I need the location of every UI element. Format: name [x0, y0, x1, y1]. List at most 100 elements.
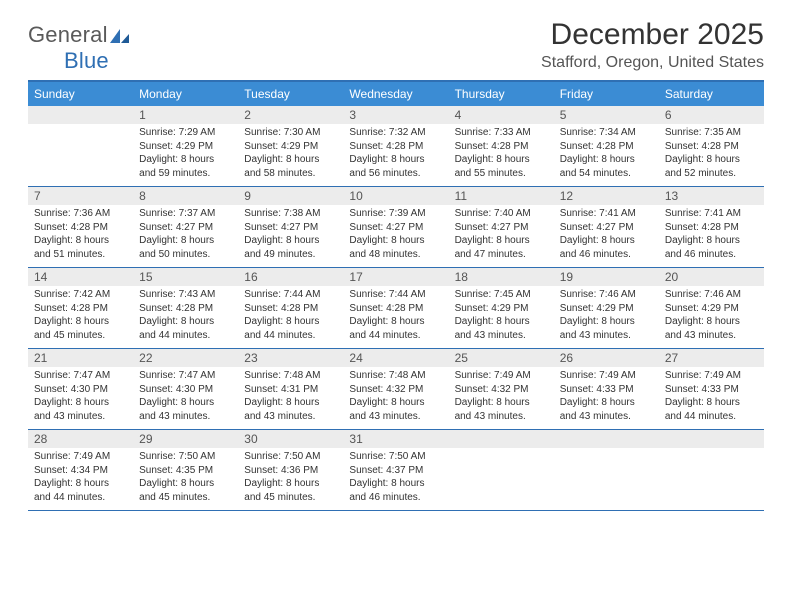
daylight-text: Daylight: 8 hours and 49 minutes.: [244, 234, 337, 261]
weekday-header: Saturday: [659, 82, 764, 106]
day-number: 29: [133, 430, 238, 448]
sunrise-text: Sunrise: 7:38 AM: [244, 207, 337, 221]
sunset-text: Sunset: 4:27 PM: [244, 221, 337, 235]
day-info: Sunrise: 7:42 AMSunset: 4:28 PMDaylight:…: [28, 286, 133, 348]
sunrise-text: Sunrise: 7:46 AM: [665, 288, 758, 302]
day-cell: [449, 430, 554, 510]
sunset-text: Sunset: 4:29 PM: [455, 302, 548, 316]
day-cell: 4Sunrise: 7:33 AMSunset: 4:28 PMDaylight…: [449, 106, 554, 186]
sunset-text: Sunset: 4:35 PM: [139, 464, 232, 478]
day-number-empty: [554, 430, 659, 448]
sunrise-text: Sunrise: 7:32 AM: [349, 126, 442, 140]
day-cell: 12Sunrise: 7:41 AMSunset: 4:27 PMDayligh…: [554, 187, 659, 267]
logo-part1: General: [28, 22, 108, 47]
daylight-text: Daylight: 8 hours and 44 minutes.: [139, 315, 232, 342]
day-info: Sunrise: 7:32 AMSunset: 4:28 PMDaylight:…: [343, 124, 448, 186]
sunrise-text: Sunrise: 7:47 AM: [34, 369, 127, 383]
week-row: 14Sunrise: 7:42 AMSunset: 4:28 PMDayligh…: [28, 268, 764, 349]
daylight-text: Daylight: 8 hours and 44 minutes.: [349, 315, 442, 342]
sunrise-text: Sunrise: 7:48 AM: [244, 369, 337, 383]
sunset-text: Sunset: 4:29 PM: [665, 302, 758, 316]
calendar: SundayMondayTuesdayWednesdayThursdayFrid…: [28, 80, 764, 511]
day-cell: [659, 430, 764, 510]
weekday-header-row: SundayMondayTuesdayWednesdayThursdayFrid…: [28, 82, 764, 106]
weekday-header: Sunday: [28, 82, 133, 106]
daylight-text: Daylight: 8 hours and 50 minutes.: [139, 234, 232, 261]
sunset-text: Sunset: 4:31 PM: [244, 383, 337, 397]
weekday-header: Tuesday: [238, 82, 343, 106]
day-number-empty: [659, 430, 764, 448]
day-info: Sunrise: 7:49 AMSunset: 4:32 PMDaylight:…: [449, 367, 554, 429]
sunrise-text: Sunrise: 7:50 AM: [244, 450, 337, 464]
day-cell: [554, 430, 659, 510]
day-info: Sunrise: 7:41 AMSunset: 4:28 PMDaylight:…: [659, 205, 764, 267]
day-cell: 15Sunrise: 7:43 AMSunset: 4:28 PMDayligh…: [133, 268, 238, 348]
daylight-text: Daylight: 8 hours and 46 minutes.: [349, 477, 442, 504]
day-info: Sunrise: 7:46 AMSunset: 4:29 PMDaylight:…: [554, 286, 659, 348]
sunrise-text: Sunrise: 7:35 AM: [665, 126, 758, 140]
day-number: 6: [659, 106, 764, 124]
day-cell: 26Sunrise: 7:49 AMSunset: 4:33 PMDayligh…: [554, 349, 659, 429]
sunset-text: Sunset: 4:28 PM: [665, 221, 758, 235]
day-cell: 13Sunrise: 7:41 AMSunset: 4:28 PMDayligh…: [659, 187, 764, 267]
daylight-text: Daylight: 8 hours and 43 minutes.: [665, 315, 758, 342]
day-cell: 8Sunrise: 7:37 AMSunset: 4:27 PMDaylight…: [133, 187, 238, 267]
sunset-text: Sunset: 4:29 PM: [139, 140, 232, 154]
day-number: 14: [28, 268, 133, 286]
day-cell: 16Sunrise: 7:44 AMSunset: 4:28 PMDayligh…: [238, 268, 343, 348]
day-number: 15: [133, 268, 238, 286]
day-cell: 20Sunrise: 7:46 AMSunset: 4:29 PMDayligh…: [659, 268, 764, 348]
sunrise-text: Sunrise: 7:49 AM: [34, 450, 127, 464]
day-cell: 14Sunrise: 7:42 AMSunset: 4:28 PMDayligh…: [28, 268, 133, 348]
day-number: 1: [133, 106, 238, 124]
sunrise-text: Sunrise: 7:41 AM: [665, 207, 758, 221]
day-cell: 2Sunrise: 7:30 AMSunset: 4:29 PMDaylight…: [238, 106, 343, 186]
daylight-text: Daylight: 8 hours and 45 minutes.: [34, 315, 127, 342]
day-info: Sunrise: 7:38 AMSunset: 4:27 PMDaylight:…: [238, 205, 343, 267]
sunset-text: Sunset: 4:29 PM: [244, 140, 337, 154]
week-row: 7Sunrise: 7:36 AMSunset: 4:28 PMDaylight…: [28, 187, 764, 268]
day-cell: 19Sunrise: 7:46 AMSunset: 4:29 PMDayligh…: [554, 268, 659, 348]
day-info: Sunrise: 7:33 AMSunset: 4:28 PMDaylight:…: [449, 124, 554, 186]
page-title: December 2025: [541, 18, 764, 52]
day-info: Sunrise: 7:49 AMSunset: 4:34 PMDaylight:…: [28, 448, 133, 510]
sunrise-text: Sunrise: 7:46 AM: [560, 288, 653, 302]
sunset-text: Sunset: 4:37 PM: [349, 464, 442, 478]
day-info: Sunrise: 7:50 AMSunset: 4:35 PMDaylight:…: [133, 448, 238, 510]
day-cell: 17Sunrise: 7:44 AMSunset: 4:28 PMDayligh…: [343, 268, 448, 348]
daylight-text: Daylight: 8 hours and 44 minutes.: [34, 477, 127, 504]
daylight-text: Daylight: 8 hours and 45 minutes.: [139, 477, 232, 504]
day-info: Sunrise: 7:41 AMSunset: 4:27 PMDaylight:…: [554, 205, 659, 267]
day-cell: 24Sunrise: 7:48 AMSunset: 4:32 PMDayligh…: [343, 349, 448, 429]
daylight-text: Daylight: 8 hours and 43 minutes.: [560, 315, 653, 342]
day-number-empty: [449, 430, 554, 448]
day-number: 12: [554, 187, 659, 205]
day-info: Sunrise: 7:37 AMSunset: 4:27 PMDaylight:…: [133, 205, 238, 267]
daylight-text: Daylight: 8 hours and 43 minutes.: [349, 396, 442, 423]
day-info: Sunrise: 7:44 AMSunset: 4:28 PMDaylight:…: [343, 286, 448, 348]
day-info: Sunrise: 7:30 AMSunset: 4:29 PMDaylight:…: [238, 124, 343, 186]
sunrise-text: Sunrise: 7:45 AM: [455, 288, 548, 302]
sunset-text: Sunset: 4:29 PM: [560, 302, 653, 316]
day-number: 24: [343, 349, 448, 367]
day-info: Sunrise: 7:29 AMSunset: 4:29 PMDaylight:…: [133, 124, 238, 186]
weekday-header: Wednesday: [343, 82, 448, 106]
sunset-text: Sunset: 4:32 PM: [455, 383, 548, 397]
day-cell: 18Sunrise: 7:45 AMSunset: 4:29 PMDayligh…: [449, 268, 554, 348]
sunrise-text: Sunrise: 7:37 AM: [139, 207, 232, 221]
daylight-text: Daylight: 8 hours and 47 minutes.: [455, 234, 548, 261]
day-number: 17: [343, 268, 448, 286]
day-number: 4: [449, 106, 554, 124]
day-cell: 25Sunrise: 7:49 AMSunset: 4:32 PMDayligh…: [449, 349, 554, 429]
sunrise-text: Sunrise: 7:42 AM: [34, 288, 127, 302]
sunrise-text: Sunrise: 7:48 AM: [349, 369, 442, 383]
day-info: Sunrise: 7:43 AMSunset: 4:28 PMDaylight:…: [133, 286, 238, 348]
logo-text: GeneralBlue: [28, 22, 132, 74]
day-cell: 27Sunrise: 7:49 AMSunset: 4:33 PMDayligh…: [659, 349, 764, 429]
sunset-text: Sunset: 4:30 PM: [139, 383, 232, 397]
daylight-text: Daylight: 8 hours and 46 minutes.: [560, 234, 653, 261]
title-block: December 2025 Stafford, Oregon, United S…: [541, 18, 764, 72]
day-info: Sunrise: 7:35 AMSunset: 4:28 PMDaylight:…: [659, 124, 764, 186]
day-cell: 30Sunrise: 7:50 AMSunset: 4:36 PMDayligh…: [238, 430, 343, 510]
sunrise-text: Sunrise: 7:44 AM: [349, 288, 442, 302]
